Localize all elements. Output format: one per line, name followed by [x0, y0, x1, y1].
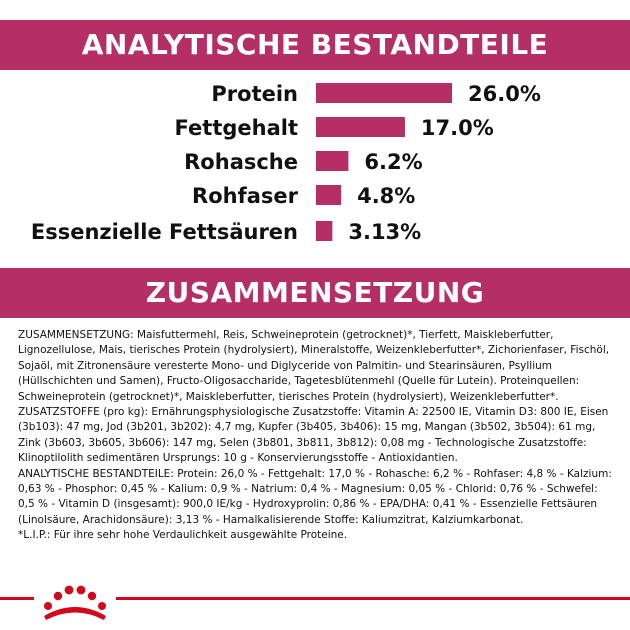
- value-label: 17.0%: [421, 116, 494, 140]
- nutrient-bar-chart: Protein 26.0% Fettgehalt 17.0% Rohasche 6.2% R…: [31, 82, 541, 244]
- analytische-bestandteile-banner: ANALYTISCHE BESTANDTEILE: [0, 20, 630, 70]
- category-label: Essenzielle Fettsäuren: [31, 220, 298, 244]
- category-label: Protein: [211, 82, 298, 106]
- category-label: Fettgehalt: [175, 116, 298, 140]
- bar: [316, 83, 452, 103]
- value-label: 26.0%: [468, 82, 541, 106]
- royal-canin-crown-logo-icon: [44, 585, 106, 620]
- zusammensetzung-banner: ZUSAMMENSETZUNG: [0, 268, 630, 318]
- bar: [316, 221, 333, 241]
- footer-line-left: [0, 597, 34, 600]
- bar: [316, 185, 342, 205]
- category-label: Rohasche: [184, 150, 298, 174]
- value-label: 3.13%: [348, 220, 421, 244]
- footer-line-right: [116, 597, 630, 600]
- footer-red-line: [0, 597, 630, 600]
- category-label: Rohfaser: [192, 184, 299, 208]
- value-label: 4.8%: [357, 184, 415, 208]
- composition-text: ZUSAMMENSETZUNG: Maisfuttermehl, Reis, S…: [18, 329, 612, 542]
- bar: [316, 117, 405, 137]
- bar: [316, 151, 349, 171]
- value-label: 6.2%: [364, 150, 422, 174]
